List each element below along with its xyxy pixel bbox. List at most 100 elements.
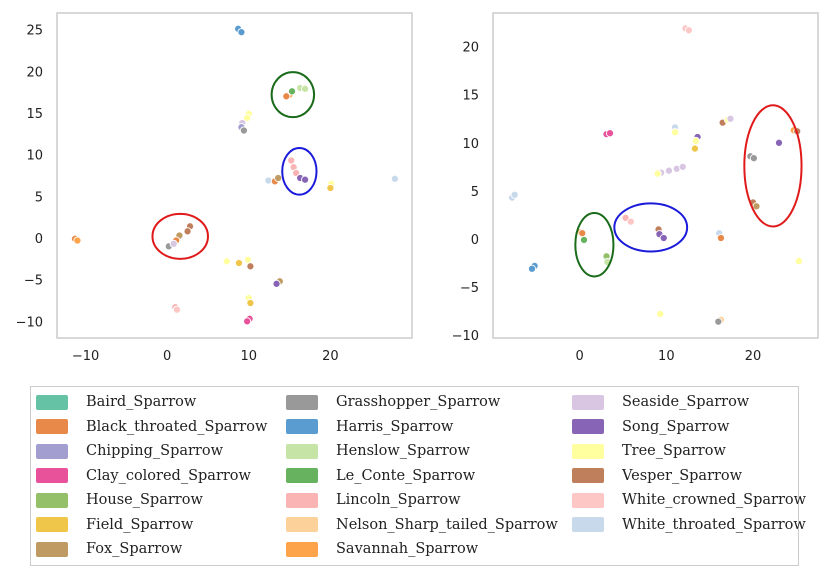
legend-swatch	[286, 394, 318, 410]
scatter-point	[527, 264, 537, 273]
legend-label: Tree_Sparrow	[622, 443, 726, 459]
highlight-ellipse	[281, 147, 318, 196]
scatter-point	[246, 262, 255, 271]
scatter-point	[749, 154, 758, 163]
plot-frame	[56, 12, 413, 339]
y-tick-label: 20	[462, 41, 479, 56]
scatter-point	[239, 126, 248, 135]
legend-label: Clay_colored_Sparrow	[86, 467, 251, 484]
scatter-point	[690, 144, 699, 153]
legend-swatch	[286, 443, 318, 459]
scatter-point	[653, 169, 662, 178]
legend-item: White_throated_Sparrow	[572, 515, 806, 535]
legend-swatch	[36, 468, 68, 483]
scatter-point	[510, 190, 519, 199]
y-tick-label: −10	[16, 315, 43, 330]
legend-swatch	[36, 517, 68, 532]
legend-swatch	[572, 468, 604, 483]
legend-label: Grasshopper_Sparrow	[336, 394, 501, 410]
legend-swatch	[36, 541, 68, 557]
highlight-ellipse	[743, 104, 803, 228]
left-scatter-panel: −10 0 10 20 −10 −5 0 5 10 15 20 25	[16, 12, 413, 364]
highlight-ellipse	[151, 212, 209, 260]
legend-swatch	[36, 492, 68, 508]
legend-label: Song_Sparrow	[622, 418, 730, 435]
legend-item: Savannah_Sparrow	[286, 539, 478, 559]
scatter-point	[578, 229, 587, 238]
legend-item: White_crowned_Sparrow	[572, 490, 806, 510]
legend-swatch	[286, 541, 318, 557]
y-tick-label: −5	[24, 274, 43, 289]
scatter-point	[301, 84, 310, 93]
scatter-point	[670, 128, 680, 137]
highlight-ellipse	[270, 71, 316, 119]
y-tick-label: 10	[462, 137, 479, 152]
y-tick-label: 15	[462, 89, 479, 104]
y-tick-label: 10	[26, 149, 43, 164]
legend-label: White_crowned_Sparrow	[622, 492, 807, 508]
legend-item: Lincoln_Sparrow	[286, 490, 461, 510]
x-tick-label: 20	[322, 349, 339, 364]
scatter-point	[287, 87, 297, 96]
scatter-point	[664, 166, 673, 175]
scatter-point	[774, 138, 784, 147]
legend-item: House_Sparrow	[36, 490, 203, 510]
legend-label: Vesper_Sparrow	[622, 467, 743, 484]
x-tick-label: −10	[72, 349, 99, 364]
y-tick-label: 20	[26, 65, 43, 80]
y-tick-label: −5	[460, 281, 479, 296]
scatter-point	[234, 258, 244, 268]
legend-swatch	[572, 394, 604, 410]
legend-item: Nelson_Sharp_tailed_Sparrow	[286, 515, 558, 535]
scatter-point	[243, 113, 252, 123]
right-scatter-panel: 0 10 20 −10 −5 0 5 10 15 20	[452, 12, 819, 364]
x-tick-label: 0	[576, 349, 584, 364]
scatter-point	[301, 175, 310, 184]
legend-item: Grasshopper_Sparrow	[286, 392, 500, 412]
scatter-point	[579, 235, 589, 244]
scatter-point	[691, 136, 700, 145]
legend-label: White_throated_Sparrow	[622, 516, 806, 533]
legend-label: Lincoln_Sparrow	[336, 492, 461, 508]
highlight-ellipse	[613, 202, 689, 253]
y-tick-label: 0	[471, 233, 479, 248]
legend-swatch	[286, 517, 318, 532]
legend-item: Vesper_Sparrow	[572, 466, 742, 486]
scatter-point	[237, 28, 246, 37]
scatter-point	[678, 162, 687, 171]
scatter-point	[222, 257, 231, 266]
legend-item: Field_Sparrow	[36, 515, 193, 535]
y-tick-label: −10	[452, 329, 479, 344]
y-tick-label: 25	[26, 24, 43, 39]
legend-label: House_Sparrow	[86, 492, 203, 508]
legend-label: Le_Conte_Sparrow	[336, 467, 476, 484]
y-tick-label: 0	[35, 232, 43, 247]
legend-label: Chipping_Sparrow	[86, 443, 224, 459]
y-tick-label: 5	[471, 185, 479, 200]
scatter-point	[272, 279, 281, 288]
x-tick-label: 10	[658, 349, 675, 364]
scatter-point	[287, 156, 296, 165]
legend-item: Tree_Sparrow	[572, 441, 726, 461]
scatter-point	[282, 92, 291, 101]
scatter-point	[169, 239, 178, 248]
scatter-point	[243, 255, 253, 264]
legend-swatch	[36, 394, 68, 410]
legend-item: Chipping_Sparrow	[36, 441, 223, 461]
legend: Baird_Sparrow Black_throated_Sparrow Chipp…	[30, 386, 806, 566]
legend-item: Le_Conte_Sparrow	[286, 466, 475, 486]
x-tick-label: 10	[241, 349, 258, 364]
legend-item: Harris_Sparrow	[286, 417, 453, 437]
scatter-point	[714, 317, 723, 326]
legend-label: Savannah_Sparrow	[336, 541, 479, 557]
legend-swatch	[36, 419, 68, 434]
legend-swatch	[286, 419, 318, 434]
legend-label: Nelson_Sharp_tailed_Sparrow	[336, 516, 558, 533]
scatter-point	[183, 227, 192, 236]
scatter-point	[605, 129, 615, 138]
legend-swatch	[286, 492, 318, 508]
legend-item: Seaside_Sparrow	[572, 392, 749, 412]
x-tick-label: 20	[745, 349, 762, 364]
figure: −10 0 10 20 −10 −5 0 5 10 15 20 25 0 10 20 −10 −5 0 5 10 15…	[16, 12, 819, 364]
scatter-point	[264, 176, 273, 185]
